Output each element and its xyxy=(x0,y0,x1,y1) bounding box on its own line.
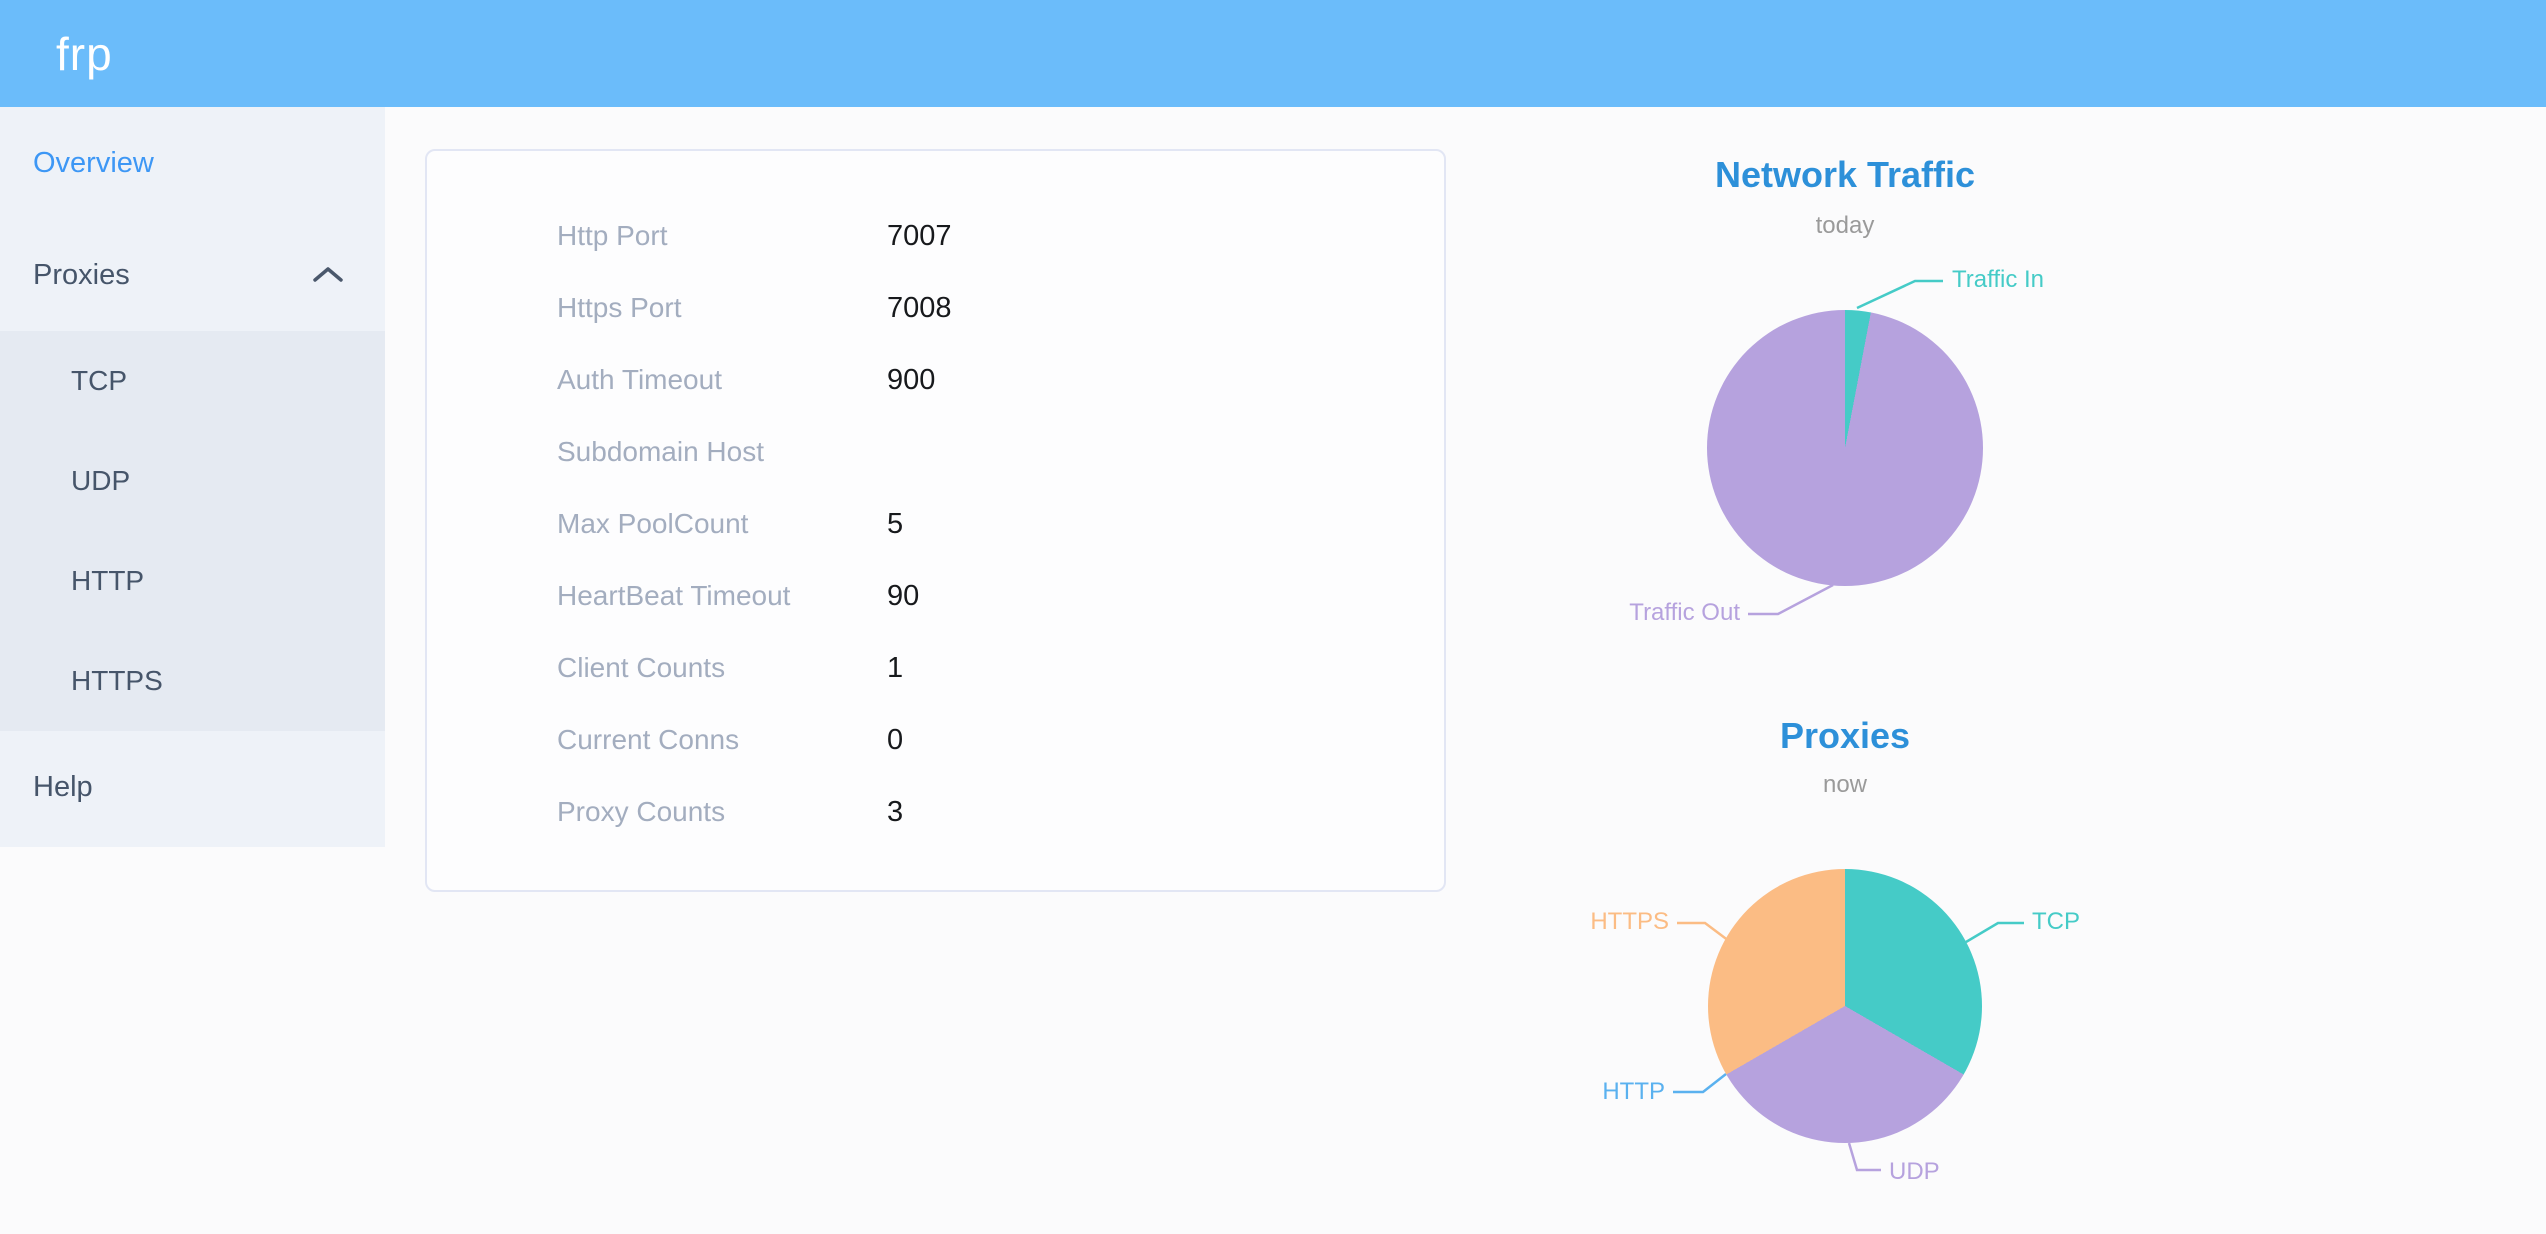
info-label: HeartBeat Timeout xyxy=(557,580,791,611)
info-row-https-port: Https Port 7008 xyxy=(427,272,1444,344)
info-label: Max PoolCount xyxy=(557,508,749,539)
traffic-out-leader-line xyxy=(1748,583,1834,616)
tcp-slice-label: TCP xyxy=(2032,908,2080,935)
http-slice-label: HTTP xyxy=(1602,1078,1665,1105)
server-info-card: Http Port 7007 Https Port 7008 Auth Time… xyxy=(425,149,1446,892)
proxies-chart-title: Proxies xyxy=(1779,715,1911,756)
info-row-http-port: Http Port 7007 xyxy=(427,200,1444,272)
udp-leader-line xyxy=(1847,1142,1881,1172)
info-label: Http Port xyxy=(557,220,668,251)
sidebar-item-help-label: Help xyxy=(33,770,93,803)
sidebar-item-https-label: HTTPS xyxy=(71,665,163,696)
sidebar-submenu-proxies: TCP UDP HTTP HTTPS xyxy=(0,331,385,731)
info-label: Client Counts xyxy=(557,652,726,683)
info-value: 90 xyxy=(887,579,920,612)
network-traffic-chart-subtitle: today xyxy=(1815,212,1875,239)
sidebar-item-http-label: HTTP xyxy=(71,565,145,596)
info-row-subdomain-host: Subdomain Host xyxy=(427,416,1444,488)
info-value: 900 xyxy=(887,363,936,396)
https-leader-line xyxy=(1677,921,1730,942)
info-row-proxy-counts: Proxy Counts 3 xyxy=(427,776,1444,848)
proxies-pie-chart[interactable] xyxy=(1708,869,1982,1143)
traffic-in-leader-line xyxy=(1856,279,1943,310)
info-label: Https Port xyxy=(557,292,682,323)
https-slice-label: HTTPS xyxy=(1590,908,1669,935)
sidebar-item-help[interactable]: Help xyxy=(0,731,385,843)
sidebar-item-udp-label: UDP xyxy=(71,465,131,496)
info-value: 1 xyxy=(887,651,904,684)
info-row-max-poolcount: Max PoolCount 5 xyxy=(427,488,1444,560)
sidebar-item-proxies-label: Proxies xyxy=(33,258,130,291)
udp-slice-label: UDP xyxy=(1889,1158,1940,1185)
info-row-current-conns: Current Conns 0 xyxy=(427,704,1444,776)
traffic-out-label: Traffic Out xyxy=(1629,599,1740,626)
info-value: 0 xyxy=(887,723,904,756)
chevron-up-icon xyxy=(311,264,345,286)
info-row-client-counts: Client Counts 1 xyxy=(427,632,1444,704)
frp-logo: frp xyxy=(56,27,113,80)
sidebar-item-proxies[interactable]: Proxies xyxy=(0,219,385,331)
sidebar-item-tcp-label: TCP xyxy=(71,365,127,396)
sidebar: Overview Proxies TCP UDP HTTP HTTPS Help xyxy=(0,107,385,847)
sidebar-item-udp[interactable]: UDP xyxy=(0,431,385,531)
info-label: Auth Timeout xyxy=(557,364,722,395)
info-label: Subdomain Host xyxy=(557,436,765,467)
info-value: 5 xyxy=(887,507,904,540)
network-traffic-pie-chart[interactable] xyxy=(1707,310,1983,586)
network-traffic-chart-title: Network Traffic xyxy=(1714,154,1976,195)
sidebar-item-https[interactable]: HTTPS xyxy=(0,631,385,731)
http-leader-line xyxy=(1673,1073,1727,1094)
info-row-heartbeat-timeout: HeartBeat Timeout 90 xyxy=(427,560,1444,632)
sidebar-item-overview-label: Overview xyxy=(33,146,154,179)
sidebar-item-overview[interactable]: Overview xyxy=(0,107,385,219)
info-label: Current Conns xyxy=(557,724,740,755)
sidebar-item-http[interactable]: HTTP xyxy=(0,531,385,631)
info-value: 3 xyxy=(887,795,904,828)
sidebar-item-tcp[interactable]: TCP xyxy=(0,331,385,431)
proxies-chart-subtitle: now xyxy=(1822,771,1868,798)
info-value: 7008 xyxy=(887,291,952,324)
traffic-in-label: Traffic In xyxy=(1952,266,2045,293)
header-bar: frp xyxy=(0,0,2546,107)
info-row-auth-timeout: Auth Timeout 900 xyxy=(427,344,1444,416)
tcp-leader-line xyxy=(1965,921,2024,944)
info-value: 7007 xyxy=(887,219,952,252)
info-label: Proxy Counts xyxy=(557,796,726,827)
